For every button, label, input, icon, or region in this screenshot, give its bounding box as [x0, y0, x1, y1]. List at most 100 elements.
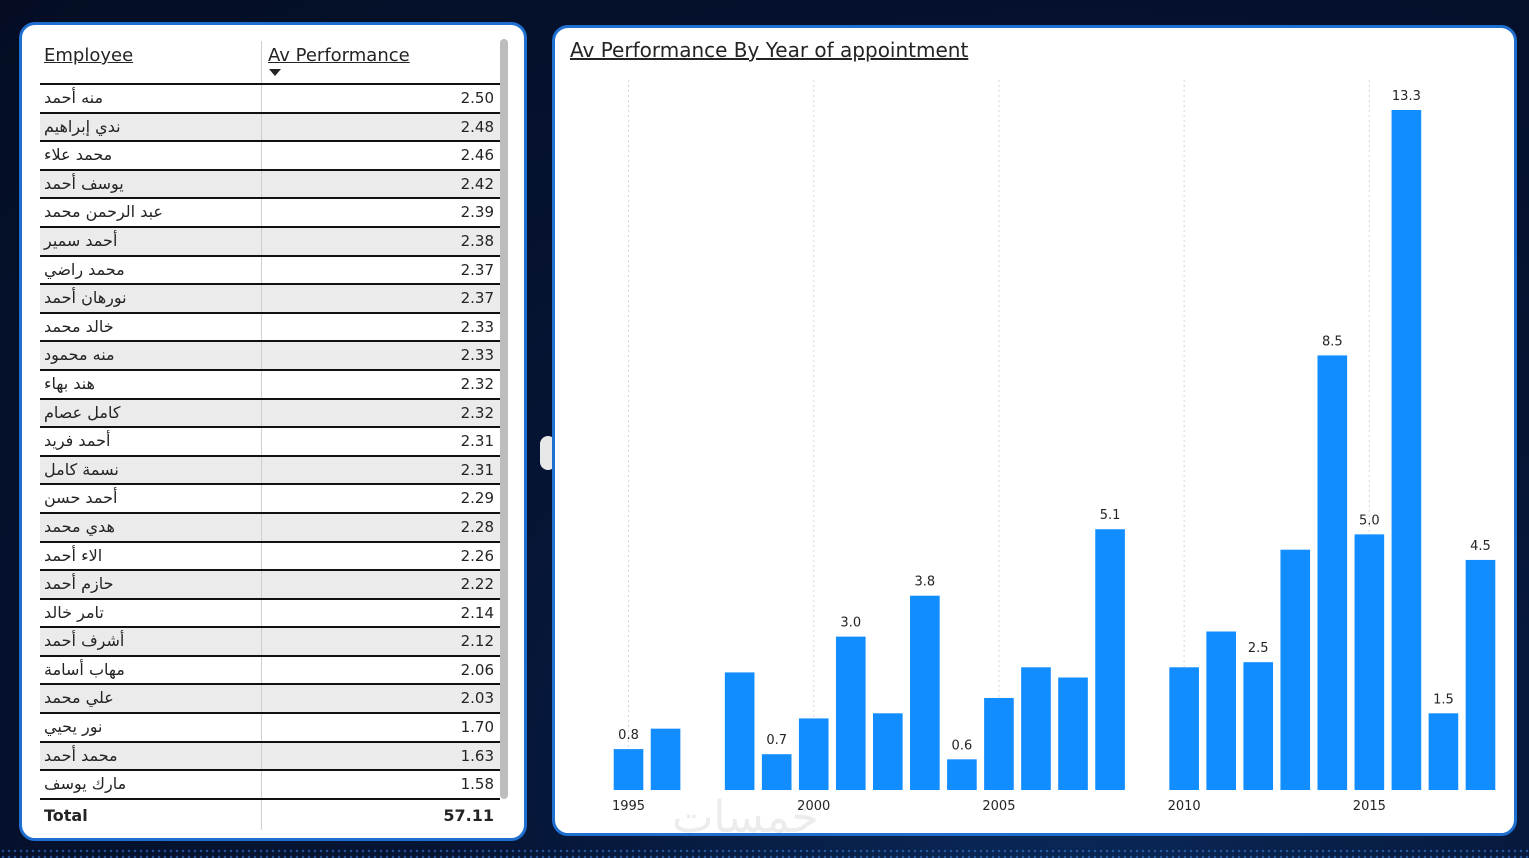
column-separator [261, 542, 262, 570]
bar-2008[interactable] [1095, 529, 1125, 790]
bar-2012[interactable] [1243, 662, 1274, 790]
data-label: 4.5 [1470, 539, 1491, 554]
column-separator [261, 799, 262, 830]
employee-name: عبد الرحمن محمد [44, 202, 163, 222]
column-separator [261, 256, 262, 284]
table-row[interactable]: كامل عصام 2.32 [40, 399, 500, 429]
column-separator [261, 342, 262, 369]
employee-name: يوسف أحمد [44, 173, 124, 193]
bar-1999[interactable] [761, 754, 792, 790]
table-total-row: Total 57.11 [40, 799, 500, 830]
x-tick-label: 2010 [1168, 799, 1201, 814]
data-label: 5.1 [1100, 508, 1121, 523]
watermark-logo: خمسات [672, 792, 819, 843]
bar-2005[interactable] [984, 697, 1014, 790]
table-row[interactable]: هدي محمد 2.28 [40, 513, 500, 543]
table-scrollbar[interactable] [500, 39, 508, 799]
table-row[interactable]: أشرف أحمد 2.12 [40, 628, 500, 657]
header-employee[interactable]: Employee [44, 45, 134, 66]
x-tick-label: 2000 [797, 799, 830, 814]
data-label: 5.0 [1359, 513, 1380, 528]
bar-2002[interactable] [872, 713, 903, 790]
table-row[interactable]: مارك يوسف 1.58 [40, 771, 500, 800]
performance-value: 2.28 [460, 517, 494, 536]
performance-value: 2.33 [460, 317, 494, 336]
bar-2007[interactable] [1058, 677, 1088, 790]
table-row[interactable]: عبد الرحمن محمد 2.39 [40, 199, 500, 228]
bar-1995[interactable] [613, 749, 644, 790]
column-separator [261, 771, 262, 798]
table-row[interactable]: نور يحيي 1.70 [40, 714, 500, 743]
performance-value: 2.33 [460, 346, 494, 365]
employee-name: محمد راضي [44, 259, 125, 279]
table-row[interactable]: خالد محمد 2.33 [40, 313, 500, 343]
x-tick-label: 2005 [982, 799, 1015, 814]
background-dots [0, 848, 1529, 858]
data-label: 2.5 [1248, 641, 1269, 656]
header-av-performance[interactable]: Av Performance [268, 45, 410, 66]
column-separator [261, 742, 262, 770]
table-row[interactable]: مهاب أسامة 2.06 [40, 656, 500, 686]
bar-2011[interactable] [1206, 631, 1237, 790]
performance-by-year-chart-panel: Av Performance By Year of appointment 19… [552, 25, 1517, 836]
bar-2004[interactable] [947, 759, 977, 790]
employee-table: Employee Av Performance منه أحمد 2.50 ندي … [40, 35, 500, 830]
data-label: 0.6 [952, 738, 973, 753]
table-row[interactable]: منه محمود 2.33 [40, 342, 500, 371]
table-row[interactable]: هند بهاء 2.32 [40, 370, 500, 400]
bar-2013[interactable] [1280, 549, 1311, 790]
employee-name: الاء أحمد [44, 545, 103, 565]
data-label: 8.5 [1322, 334, 1343, 349]
performance-value: 2.22 [460, 575, 494, 594]
table-row[interactable]: تامر خالد 2.14 [40, 599, 500, 629]
performance-value: 2.32 [460, 403, 494, 422]
employee-name: نسمة كامل [44, 459, 119, 479]
table-row[interactable]: محمد أحمد 1.63 [40, 742, 500, 772]
employee-name: نورهان أحمد [44, 288, 127, 308]
table-row[interactable]: محمد علاء 2.46 [40, 142, 500, 171]
bar-2000[interactable] [798, 718, 829, 790]
column-separator [261, 85, 262, 112]
bar-2017[interactable] [1428, 713, 1459, 790]
employee-performance-table-panel: Employee Av Performance منه أحمد 2.50 ندي … [19, 22, 527, 841]
bar-2006[interactable] [1021, 667, 1051, 790]
table-header: Employee Av Performance [40, 35, 500, 85]
table-row[interactable]: نسمة كامل 2.31 [40, 456, 500, 486]
table-row[interactable]: علي محمد 2.03 [40, 685, 500, 715]
bar-2018[interactable] [1465, 559, 1496, 790]
bar-1998[interactable] [724, 672, 755, 790]
table-row[interactable]: ندي إبراهيم 2.48 [40, 113, 500, 143]
data-label: 13.3 [1392, 89, 1421, 104]
performance-value: 1.58 [460, 775, 494, 794]
table-row[interactable]: حازم أحمد 2.22 [40, 571, 500, 600]
bar-2016[interactable] [1391, 110, 1422, 790]
column-separator [261, 571, 262, 598]
table-row[interactable]: أحمد حسن 2.29 [40, 485, 500, 514]
performance-value: 2.06 [460, 660, 494, 679]
performance-value: 2.14 [460, 603, 494, 622]
sort-descending-icon[interactable] [269, 69, 281, 76]
table-row[interactable]: أحمد سمير 2.38 [40, 227, 500, 257]
data-label: 3.0 [840, 616, 861, 631]
table-row[interactable]: الاء أحمد 2.26 [40, 542, 500, 572]
performance-value: 1.70 [460, 718, 494, 737]
table-row[interactable]: محمد راضي 2.37 [40, 256, 500, 286]
bar-2001[interactable] [835, 636, 866, 790]
bar-2003[interactable] [910, 595, 940, 790]
table-row[interactable]: يوسف أحمد 2.42 [40, 170, 500, 200]
employee-name: محمد علاء [44, 145, 113, 165]
employee-name: أشرف أحمد [44, 631, 125, 651]
performance-value: 1.63 [460, 746, 494, 765]
table-row[interactable]: منه أحمد 2.50 [40, 85, 500, 114]
bar-2010[interactable] [1169, 667, 1199, 790]
performance-value: 2.29 [460, 489, 494, 508]
column-separator [261, 599, 262, 627]
table-row[interactable]: أحمد فريد 2.31 [40, 428, 500, 457]
performance-value: 2.37 [460, 289, 494, 308]
performance-value: 2.31 [460, 432, 494, 451]
bar-2015[interactable] [1354, 534, 1385, 790]
bar-2014[interactable] [1317, 355, 1348, 790]
table-row[interactable]: نورهان أحمد 2.37 [40, 285, 500, 314]
bar-1996[interactable] [650, 728, 681, 790]
column-separator [261, 628, 262, 655]
